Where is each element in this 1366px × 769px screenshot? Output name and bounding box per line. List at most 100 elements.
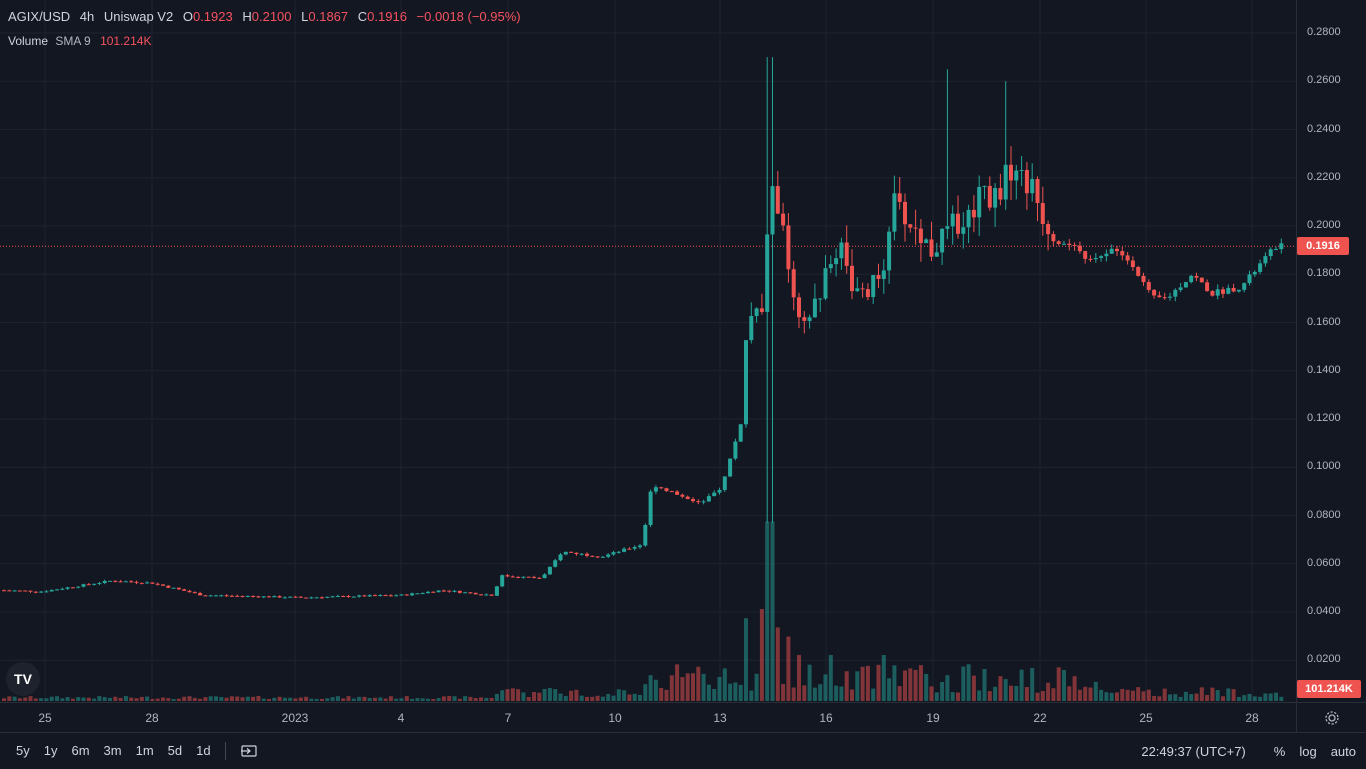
candle-body — [887, 231, 892, 271]
candle-body — [479, 594, 483, 596]
candle — [1099, 255, 1104, 262]
gear-icon[interactable] — [1324, 710, 1340, 726]
range-5y[interactable]: 5y — [16, 743, 30, 758]
volume-bar — [288, 697, 293, 701]
volume-bar — [865, 665, 870, 701]
candle — [1205, 279, 1210, 292]
volume-bar — [1024, 687, 1029, 701]
volume-bar — [1178, 696, 1183, 701]
volume-bar — [563, 696, 568, 701]
candle-body — [463, 592, 468, 594]
volume-label[interactable]: Volume — [8, 34, 49, 48]
candle-body — [362, 595, 367, 597]
volume-bar — [1194, 693, 1199, 701]
candle — [76, 586, 81, 589]
range-1m[interactable]: 1m — [135, 743, 154, 758]
candle — [691, 497, 695, 503]
price-axis[interactable]: 0.2800 0.2600 0.2400 0.2200 0.2000 0.1800 0.16… — [1296, 0, 1366, 702]
auto-scale-button[interactable]: auto — [1330, 743, 1356, 759]
clock-timezone[interactable]: 22:49:37 (UTC+7) — [1141, 743, 1246, 759]
candle — [97, 581, 102, 586]
price-tick-label: 0.0600 — [1307, 556, 1341, 569]
tradingview-logo[interactable]: TV — [6, 662, 40, 696]
volume-bar — [261, 698, 266, 701]
volume-bar — [516, 689, 521, 701]
chart-settings[interactable] — [1296, 702, 1366, 732]
range-1y[interactable]: 1y — [43, 743, 58, 758]
price-tick-label: 0.0200 — [1307, 653, 1341, 666]
candle — [669, 490, 674, 493]
volume-bar — [839, 686, 844, 701]
candle-body — [754, 308, 759, 316]
volume-bar — [282, 697, 287, 701]
candle — [182, 588, 187, 591]
candle — [1030, 163, 1035, 202]
range-3m[interactable]: 3m — [103, 743, 122, 758]
volume-bar — [113, 696, 118, 701]
range-6m[interactable]: 6m — [71, 743, 90, 758]
candle-body — [1067, 243, 1072, 245]
candle-body — [23, 590, 28, 592]
time-axis[interactable]: 25 28 2023 4 7 10 13 16 19 22 25 28 — [0, 702, 1296, 732]
candle — [574, 552, 579, 556]
volume-bar — [426, 698, 430, 701]
legend-interval[interactable]: 4h — [79, 9, 95, 24]
volume-bar — [1120, 688, 1125, 701]
volume-bar — [547, 687, 552, 701]
volume-bar — [706, 684, 711, 701]
candle — [383, 594, 388, 597]
candle-body — [1205, 282, 1210, 291]
candle-body — [394, 595, 399, 597]
price-tick-label: 0.1200 — [1307, 412, 1341, 424]
candle-body — [357, 595, 362, 597]
candlestick-chart[interactable] — [0, 0, 1296, 702]
volume-bar — [251, 696, 256, 701]
candle-body — [1035, 179, 1040, 204]
range-5d[interactable]: 5d — [167, 743, 183, 758]
candle — [675, 490, 680, 495]
volume-bar — [102, 697, 107, 701]
candle-body — [659, 487, 664, 489]
price-tick-label: 0.2000 — [1307, 219, 1341, 231]
candle-body — [399, 594, 404, 596]
candle-body — [1258, 263, 1263, 272]
volume-bar — [325, 698, 330, 701]
candle — [357, 594, 362, 598]
toolbar-divider — [224, 741, 226, 760]
candle-body — [70, 587, 75, 589]
volume-bar — [304, 696, 309, 701]
candle — [150, 582, 155, 584]
candle-body — [1109, 248, 1114, 254]
range-1d[interactable]: 1d — [196, 743, 211, 758]
candle-body — [685, 496, 690, 500]
chart-area[interactable]: AGIX/USD 4h Uniswap V2 O0.1923 H0.2100 L… — [0, 0, 1296, 702]
volume-bar — [934, 692, 939, 701]
log-scale-button[interactable]: log — [1299, 743, 1317, 759]
volume-bar — [913, 669, 918, 701]
candle-body — [971, 209, 976, 218]
candle — [404, 593, 409, 596]
legend-symbol[interactable]: AGIX/USD — [8, 9, 71, 24]
go-to-date-icon[interactable] — [240, 743, 258, 759]
candle — [394, 594, 399, 597]
candle-body — [161, 584, 165, 586]
candle-body — [744, 340, 748, 425]
volume-bar — [1009, 685, 1013, 701]
volume-bar — [1019, 669, 1024, 701]
candle — [102, 579, 107, 585]
volume-bar — [1173, 694, 1178, 701]
candle — [1141, 272, 1146, 286]
candle — [277, 595, 282, 598]
volume-bar — [1226, 688, 1231, 701]
volume-bar — [1093, 681, 1098, 701]
volume-bar — [1077, 689, 1082, 701]
price-tick-label: 0.2200 — [1307, 170, 1341, 183]
candle — [484, 593, 489, 596]
percent-scale-button[interactable]: % — [1273, 743, 1286, 759]
candle-body — [12, 590, 17, 592]
candle-body — [606, 554, 611, 557]
volume-bar — [134, 698, 139, 701]
candle-body — [834, 258, 839, 265]
volume-bar — [908, 668, 913, 701]
volume-bar — [1067, 686, 1072, 701]
